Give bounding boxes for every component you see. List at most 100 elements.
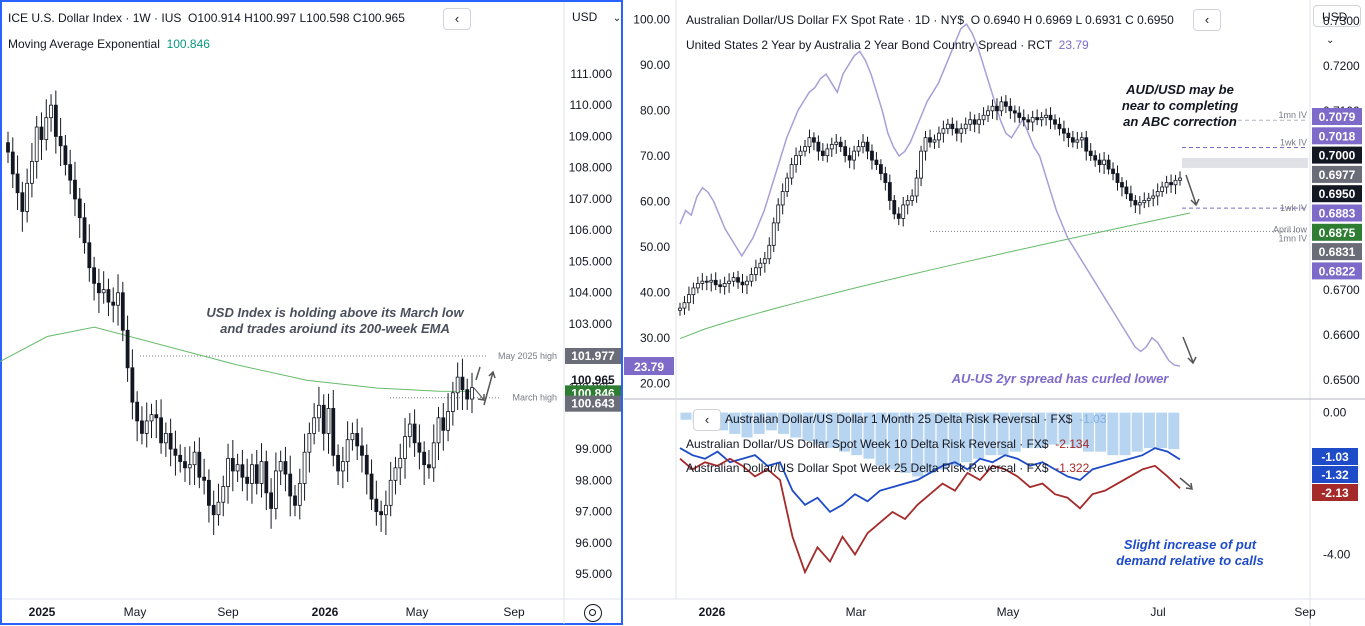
audusd-price-label-bg bbox=[1312, 108, 1362, 125]
currency-selector-left[interactable]: USD ⌄ bbox=[572, 10, 621, 24]
rr10-line bbox=[679, 447, 1181, 514]
dxy-annotation: USD Index is holding above its March low… bbox=[200, 305, 470, 337]
audusd-candle-body bbox=[928, 137, 932, 143]
dxy-candle-body bbox=[317, 404, 321, 419]
audusd-candle-body bbox=[682, 302, 687, 309]
dxy-chart: 111.000 110.000 109.000 108.000 107.000 106.0… bbox=[0, 67, 612, 619]
dxy-candle-body bbox=[374, 498, 379, 512]
dxy-candle-body bbox=[53, 104, 58, 137]
audusd-candle-body bbox=[758, 262, 763, 269]
spread-name: United States 2 Year by Australia 2 Year… bbox=[686, 38, 1052, 52]
dxy-candle-body bbox=[101, 289, 106, 294]
risk-reversal-chart: 0.00 -4.00 bbox=[679, 406, 1351, 575]
ema-200w-line bbox=[0, 326, 473, 392]
rr25-name: Australian Dollar/US Dollar Spot Week 25… bbox=[686, 461, 1049, 475]
level-label: 1wk IV bbox=[1280, 138, 1307, 148]
dxy-candle-body bbox=[269, 492, 273, 509]
dxy-candle-body bbox=[25, 182, 30, 212]
currency-selector-right[interactable]: USD ⌄ bbox=[1313, 5, 1361, 46]
audusd-candle-body bbox=[1124, 186, 1129, 195]
dxy-candle-body bbox=[417, 442, 422, 453]
dxy-candle-body bbox=[230, 458, 235, 472]
dxy-candle-body bbox=[154, 414, 159, 419]
collapse-legend-button-lower[interactable]: ‹ bbox=[693, 409, 721, 431]
level-0-6977-band bbox=[1182, 157, 1308, 168]
audusd-y-tick-label: 0.6600 bbox=[1323, 328, 1360, 342]
spread-price-label-bg bbox=[624, 357, 674, 376]
rr1m-histogram-bar bbox=[1082, 412, 1094, 452]
audusd-candle-body bbox=[937, 132, 941, 141]
dxy-annotation-line2: and trades aroiund its 200-week EMA bbox=[220, 321, 450, 336]
rr-annotation: Slight increase of put demand relative t… bbox=[1100, 537, 1280, 569]
rr1m-histogram-bar bbox=[753, 412, 765, 434]
audusd-candle-body bbox=[999, 101, 1004, 112]
dxy-candle-body bbox=[192, 451, 197, 466]
collapse-legend-button[interactable]: ‹ bbox=[443, 8, 471, 30]
dxy-candle-body bbox=[403, 436, 407, 459]
audusd-candle-body bbox=[1102, 159, 1107, 165]
ema-name: Moving Average Exponential bbox=[8, 37, 160, 51]
audusd-price-label: 0.6822 bbox=[1319, 264, 1356, 278]
dxy-candle-body bbox=[446, 411, 450, 431]
rr-annotation-line1: Slight increase of put bbox=[1123, 537, 1257, 552]
audusd-candle-body bbox=[950, 123, 955, 130]
collapse-legend-button-right[interactable]: ‹ bbox=[1193, 9, 1221, 31]
audusd-annotation-line2: near to completing bbox=[1121, 98, 1239, 113]
audusd-price-label-bg bbox=[1312, 185, 1362, 203]
audusd-candle-body bbox=[1066, 132, 1071, 139]
audusd-ema-line bbox=[679, 212, 1191, 340]
rr25-legend: Australian Dollar/US Dollar Spot Week 25… bbox=[686, 461, 1089, 475]
audusd-candle-body bbox=[1030, 117, 1035, 123]
audusd-candle-body bbox=[727, 280, 732, 284]
dxy-y-tick-label: 97.000 bbox=[575, 505, 612, 519]
march-high-label: March high bbox=[512, 393, 557, 403]
audusd-candle-body bbox=[834, 141, 839, 145]
dxy-price-label: 100.965 bbox=[571, 373, 615, 387]
rr1m-histogram-bar bbox=[1070, 412, 1082, 449]
audusd-down-arrow-head bbox=[1190, 198, 1200, 207]
spread-y-tick-label: 20.00 bbox=[640, 376, 670, 390]
audusd-price-label-bg bbox=[1312, 223, 1362, 241]
rr1m-histogram-bar bbox=[960, 412, 972, 463]
dxy-candle-body bbox=[73, 179, 77, 200]
dxy-candle-body bbox=[159, 417, 163, 444]
dxy-y-tick-label: 99.000 bbox=[575, 442, 612, 456]
rr1m-histogram-bar bbox=[875, 412, 887, 466]
audusd-price-label-bg bbox=[1312, 243, 1362, 261]
audusd-candle-body bbox=[852, 150, 857, 161]
audusd-title: Australian Dollar/US Dollar FX Spot Rate… bbox=[686, 13, 965, 27]
audusd-candle-body bbox=[820, 150, 825, 157]
audusd-candle-body bbox=[1088, 150, 1093, 157]
dxy-price-label-bg bbox=[565, 347, 621, 364]
audusd-candle-body bbox=[829, 144, 834, 150]
settings-button[interactable] bbox=[584, 604, 602, 622]
audusd-candle-body bbox=[678, 307, 682, 311]
audusd-candle-body bbox=[709, 279, 714, 283]
audusd-candle-body bbox=[981, 114, 986, 121]
audusd-candle-body bbox=[1115, 173, 1120, 183]
rr1m-value: -1.03 bbox=[1079, 412, 1107, 426]
rr1m-histogram-bar bbox=[1046, 412, 1058, 445]
audusd-price-label-bg bbox=[1312, 204, 1362, 222]
dxy-y-tick-label: 105.000 bbox=[569, 254, 613, 268]
audusd-candle-body bbox=[977, 119, 982, 125]
dxy-candle-body bbox=[183, 461, 187, 469]
dxy-candle-body bbox=[6, 142, 10, 153]
dxy-candle-body bbox=[441, 417, 446, 431]
chevron-down-icon: ⌄ bbox=[612, 13, 622, 24]
audusd-candle-body bbox=[910, 195, 915, 201]
audusd-time-label: Jul bbox=[1150, 605, 1165, 619]
dxy-candle-body bbox=[331, 408, 336, 456]
rr-down-arrow bbox=[1179, 477, 1193, 489]
dxy-candle-body bbox=[163, 433, 168, 444]
dxy-time-label: Sep bbox=[217, 605, 239, 619]
rr-price-label-bg bbox=[1312, 466, 1358, 483]
rr1m-histogram-bar bbox=[1058, 412, 1070, 445]
level-label: 1mn IV bbox=[1278, 110, 1307, 120]
rr1m-histogram-bar bbox=[729, 412, 741, 434]
audusd-candle-body bbox=[794, 155, 798, 165]
dxy-candle-body bbox=[211, 504, 216, 516]
dxy-candle-body bbox=[278, 461, 283, 472]
audusd-price-label: 0.6875 bbox=[1319, 226, 1356, 240]
audusd-candle-body bbox=[745, 280, 749, 286]
